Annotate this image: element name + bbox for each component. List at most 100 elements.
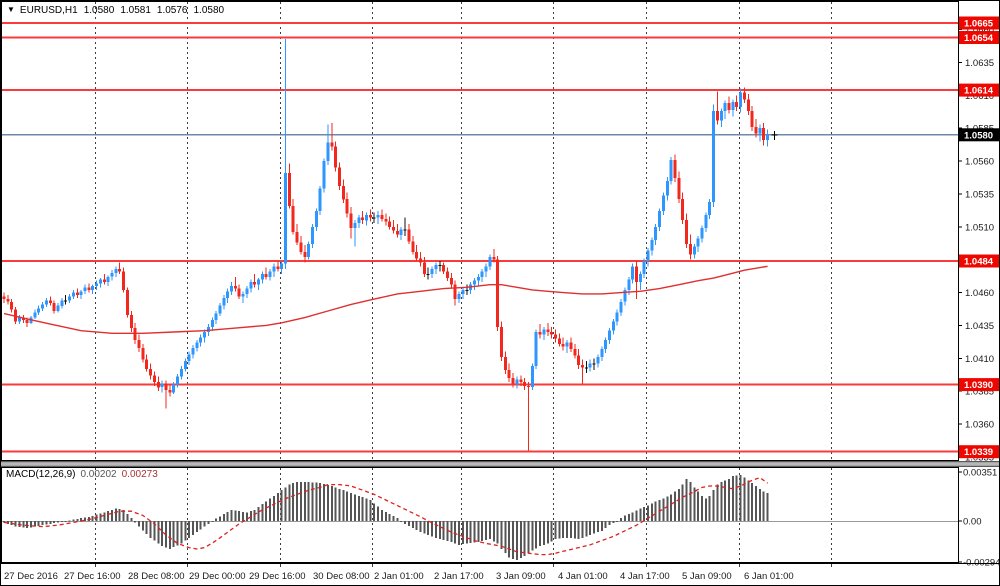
macd-bar (138, 521, 140, 527)
macd-main-value: 0.00202 (80, 469, 117, 480)
candle-wick (582, 359, 583, 385)
candle-body (237, 288, 241, 297)
macd-bar (454, 521, 457, 544)
macd-bar (284, 487, 287, 521)
current-price-badge: 1.0580 (959, 128, 999, 142)
price-tick-label: 1.0560 (965, 157, 994, 168)
candle-body (260, 274, 264, 280)
time-axis[interactable]: 27 Dec 2016 27 Dec 16:00 28 Dec 08:00 29 De… (1, 563, 1000, 583)
candle-body (307, 243, 311, 258)
macd-bar (122, 509, 125, 521)
horizontal-level-lines[interactable] (1, 22, 958, 453)
macd-bar (234, 510, 237, 521)
candle-body (164, 383, 168, 390)
candle-body (395, 230, 399, 235)
price-level-badge-text: 1.0665 (964, 19, 994, 30)
candle-body (546, 329, 550, 332)
macd-bar (531, 521, 534, 551)
candle-body (10, 301, 14, 310)
macd-bar (731, 476, 734, 521)
macd-bar (380, 509, 383, 521)
macd-bar (87, 516, 90, 521)
candle-body (476, 276, 480, 281)
candle-wick (566, 339, 568, 353)
candle-body (179, 368, 183, 377)
candle-body (762, 128, 766, 140)
candle-wick (165, 380, 167, 409)
candle-body (341, 186, 345, 200)
macd-bar (307, 481, 310, 521)
candle-body (527, 385, 530, 388)
candle-body (426, 274, 430, 276)
macd-bar (184, 521, 187, 541)
macd-bar (14, 521, 17, 527)
macd-bar (488, 521, 491, 540)
candle-body (353, 222, 357, 229)
candle-body (241, 293, 245, 297)
macd-bar (176, 521, 179, 546)
macd-bar (377, 506, 380, 521)
macd-bar (265, 501, 268, 521)
candle-body (141, 347, 145, 360)
macd-bar (145, 521, 148, 535)
time-label: 4 Jan 01:00 (558, 571, 608, 582)
macd-bar (535, 521, 538, 549)
candle-body (6, 299, 10, 302)
candle-body (619, 301, 623, 313)
macd-bar (246, 512, 248, 521)
price-level-badge-bg (959, 16, 999, 30)
panel-separator-bar[interactable] (1, 461, 1000, 467)
price-tick-label: 1.0635 (965, 58, 994, 69)
macd-bar (64, 521, 67, 522)
price-level-badge: 1.0665 (959, 16, 999, 30)
price-level-badge-text: 1.0614 (964, 86, 994, 97)
candle-body (365, 215, 368, 221)
candle-body (723, 103, 727, 112)
candle-body (689, 243, 692, 255)
macd-bar (269, 498, 272, 521)
macd-bar (296, 481, 299, 521)
candle-body (658, 211, 662, 227)
candle-body (91, 286, 95, 290)
candle-body (746, 99, 750, 112)
candle-body (422, 262, 426, 275)
candle-body (83, 287, 87, 292)
price-tick-label: 1.0660 (965, 25, 994, 36)
macd-bar (114, 508, 117, 521)
candle-body (430, 268, 434, 275)
candle-body (210, 320, 214, 327)
macd-bar (118, 509, 121, 521)
macd-bar (693, 487, 696, 521)
macd-bar (153, 521, 156, 541)
candle-body (102, 279, 106, 282)
candle-body (384, 218, 388, 222)
macd-bar (53, 521, 56, 524)
macd-bar (523, 521, 526, 556)
price-level-badge-bg (959, 31, 999, 44)
separator-fill[interactable] (1, 461, 1000, 467)
moving-average-line (3, 265, 768, 334)
candle-body (52, 303, 56, 311)
candle-body (41, 304, 45, 309)
macd-bar (199, 521, 202, 530)
candle-body (727, 103, 731, 110)
candle-body (615, 312, 619, 322)
macd-name: MACD(12,26,9) (6, 469, 76, 480)
macd-bar (219, 516, 221, 521)
candle-body (542, 329, 546, 335)
macd-bar (207, 521, 210, 524)
candle-body (650, 240, 654, 251)
macd-bar (238, 511, 241, 521)
macd-bar (311, 482, 314, 521)
candle-body (484, 266, 488, 272)
candle-wick (528, 382, 529, 451)
macd-histogram (3, 474, 769, 561)
macd-bar (37, 521, 40, 526)
macd-bar (546, 521, 549, 544)
macd-bar (689, 481, 692, 521)
candle-body (392, 226, 395, 231)
candle-body (507, 370, 511, 379)
candle-body (557, 338, 561, 344)
